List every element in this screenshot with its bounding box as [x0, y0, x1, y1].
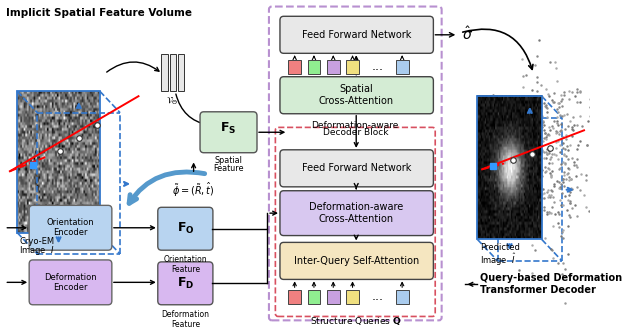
- Text: Predicted: Predicted: [480, 243, 520, 252]
- Text: Cryo-EM: Cryo-EM: [19, 236, 54, 245]
- Bar: [161, 54, 168, 91]
- Text: Image  $\mathit{I}$: Image $\mathit{I}$: [19, 244, 54, 257]
- Text: Image  $\hat{\mathit{I}}$: Image $\hat{\mathit{I}}$: [480, 251, 516, 268]
- Text: Decoder Block: Decoder Block: [323, 128, 388, 137]
- FancyBboxPatch shape: [29, 205, 112, 250]
- Text: $\mathbf{F_D}$: $\mathbf{F_D}$: [177, 276, 194, 291]
- FancyBboxPatch shape: [280, 242, 433, 279]
- Bar: [396, 290, 408, 304]
- FancyBboxPatch shape: [280, 191, 433, 235]
- Text: Implicit Spatial Feature Volume: Implicit Spatial Feature Volume: [6, 8, 192, 19]
- FancyBboxPatch shape: [280, 16, 433, 53]
- Text: ...: ...: [371, 61, 383, 74]
- Text: Spatial
Cross-Attention: Spatial Cross-Attention: [319, 85, 394, 106]
- Text: ...: ...: [371, 290, 383, 303]
- Bar: [170, 54, 176, 91]
- Bar: [308, 60, 321, 74]
- Text: Feed Forward Network: Feed Forward Network: [301, 163, 411, 173]
- Text: Feed Forward Network: Feed Forward Network: [301, 30, 411, 40]
- Text: Spatial: Spatial: [214, 156, 243, 165]
- Text: $\mathbf{F_S}$: $\mathbf{F_S}$: [220, 121, 237, 136]
- Text: Deformation
Encoder: Deformation Encoder: [44, 273, 97, 292]
- FancyBboxPatch shape: [280, 77, 433, 114]
- Text: Deformation
Feature: Deformation Feature: [161, 310, 209, 329]
- Text: Orientation
Feature: Orientation Feature: [164, 255, 207, 274]
- FancyBboxPatch shape: [29, 260, 112, 305]
- Bar: [17, 91, 100, 233]
- Bar: [396, 60, 408, 74]
- Bar: [346, 60, 359, 74]
- Bar: [288, 290, 301, 304]
- FancyBboxPatch shape: [280, 150, 433, 187]
- Bar: [346, 290, 359, 304]
- Bar: [477, 96, 542, 239]
- Text: Deformation-aware: Deformation-aware: [312, 121, 399, 130]
- Text: Orientation
Encoder: Orientation Encoder: [47, 218, 94, 237]
- Text: $\tilde{\phi}=(\tilde{R},\hat{t})$: $\tilde{\phi}=(\tilde{R},\hat{t})$: [172, 181, 215, 199]
- Bar: [288, 60, 301, 74]
- Text: $\mathcal{V}_\Theta$: $\mathcal{V}_\Theta$: [166, 95, 179, 107]
- Text: $\hat{\sigma}$: $\hat{\sigma}$: [462, 26, 473, 43]
- Text: Feature: Feature: [213, 165, 244, 173]
- Bar: [327, 290, 340, 304]
- FancyBboxPatch shape: [158, 207, 213, 250]
- Text: Structure Queries $\mathbf{Q}$: Structure Queries $\mathbf{Q}$: [310, 315, 402, 327]
- Text: Deformation-aware
Cross-Attention: Deformation-aware Cross-Attention: [309, 202, 403, 224]
- Text: Inter-Query Self-Attention: Inter-Query Self-Attention: [294, 256, 419, 266]
- Bar: [308, 290, 321, 304]
- FancyBboxPatch shape: [158, 262, 213, 305]
- Bar: [327, 60, 340, 74]
- Bar: [178, 54, 184, 91]
- Text: $\mathbf{F_O}$: $\mathbf{F_O}$: [177, 221, 194, 236]
- FancyBboxPatch shape: [200, 112, 257, 153]
- Text: Query-based Deformation
Transformer Decoder: Query-based Deformation Transformer Deco…: [480, 273, 622, 295]
